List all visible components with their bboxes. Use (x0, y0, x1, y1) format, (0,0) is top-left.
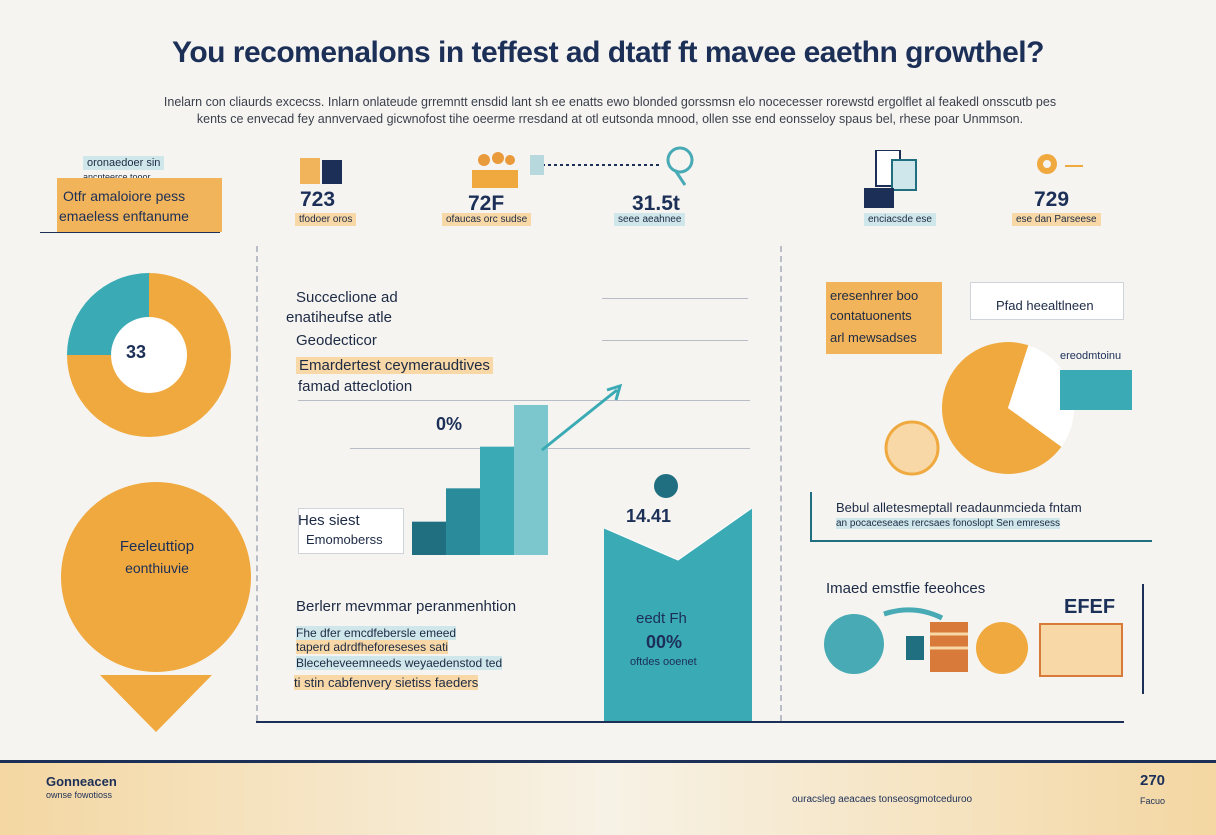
left-donut-chart (66, 272, 232, 438)
growth-arrow (541, 383, 623, 452)
footer-left-title: Gonneacen (46, 774, 117, 789)
right-pill-label: Pfad heealtlneen (996, 298, 1094, 313)
stat-1-rule (40, 232, 220, 233)
stat-6-caption: ese dan Parseese (1012, 213, 1101, 226)
clock-icon (884, 420, 940, 476)
stat-2-value: 723 (300, 188, 336, 211)
growth-bar-2 (446, 488, 480, 555)
percent-label: 0% (436, 414, 463, 434)
grid-2 (602, 340, 748, 341)
donut-hole (111, 317, 187, 393)
drop-pin-graphic (60, 480, 254, 740)
center-bottom-line-2: taperd adrdfheforeseses sati (296, 640, 449, 654)
right-bottom-heading: Imaed emstfie feeohces (826, 580, 986, 597)
stat-1-label-top: oronaedoer sin (83, 156, 165, 170)
center-bottom-line-1: Fhe dfer emcdfebersle emeed (296, 626, 457, 640)
right-box-line-2: contatuonents (830, 308, 912, 323)
teal-box-line-2: oftdes ooenet (630, 656, 697, 668)
stat-2-caption: tfodoer oros (295, 213, 357, 226)
center-heading-5: famad atteclotion (298, 378, 413, 395)
right-pie-chart (880, 340, 1160, 476)
right-pill (970, 282, 1124, 320)
growth-bar-3 (480, 446, 514, 555)
center-bottom-line-4: ti stin cabfenvery sietiss faeders (294, 675, 479, 690)
center-bottom-heading: Berlerr mevmmar peranmenhtion (296, 598, 517, 615)
growth-bar-1 (412, 521, 446, 555)
stat-1-label-sub: ancnteerce tooor (83, 172, 151, 182)
people-icon (470, 150, 520, 190)
building-icon-dark (322, 160, 342, 184)
right-box (826, 282, 942, 354)
side-label-box (298, 508, 404, 554)
pie-slice-orange (942, 342, 1062, 474)
center-heading-1: Succeclione ad (296, 289, 398, 306)
footer-bar (0, 760, 1216, 835)
intro-line-2: kents ce envecad fey annvervaed gicwnofo… (196, 112, 1024, 126)
right-chart-label: ereodmtoinu (1060, 350, 1122, 362)
footer-right-sub: Facuo (1140, 796, 1166, 806)
right-desc-line-1: Bebul alletesmeptall readaunmcieda fntam (836, 500, 1082, 515)
stat-card-1: oronaedoer sin ancnteerce tooor Otfr ama… (55, 152, 235, 232)
pie-slice-white (1008, 345, 1074, 447)
stat-3-value: 72F (468, 192, 505, 215)
grid-3 (350, 400, 750, 401)
growth-bar-chart (412, 380, 632, 555)
grid-1 (602, 298, 748, 299)
stat-1-highlight (57, 178, 222, 232)
right-desc-box (810, 492, 1152, 542)
teal-box-value: 14.41 (626, 506, 672, 526)
drop-line-1: Feeleuttiop (119, 538, 195, 555)
divider-right (780, 246, 782, 721)
center-bottom-line-3: Bleceheveemneeds weyaedenstod ted (296, 656, 503, 670)
drop-line-2: eonthiuvie (125, 560, 189, 576)
side-label-1: Hes siest (298, 512, 360, 529)
divider-left (256, 246, 258, 721)
center-heading-3: Geodecticor (296, 332, 377, 349)
growth-bar-4 (514, 405, 548, 555)
key-icon (1035, 152, 1085, 180)
stat-3-caption: ofaucas orc sudse (442, 213, 532, 226)
left-headline-2: emaeless enftanume (59, 208, 189, 224)
right-desc-line-2: an pocaceseaes rercsaes fonoslopt Sen em… (836, 518, 1061, 529)
left-headline-1: Otfr amaloiore pess (63, 188, 186, 204)
baseline (256, 721, 1124, 723)
stat-4-value: 31.5t (632, 192, 680, 215)
intro-text: Inelarn con cliaurds excecss. Inlarn onl… (70, 94, 1150, 128)
center-heading-4: Emardertest ceymeraudtives (296, 357, 493, 374)
right-box-line-1: eresenhrer boo (830, 288, 919, 303)
side-label-2: Emomoberss (306, 532, 383, 547)
donut-value: 33 (126, 342, 147, 362)
footer-center-text: ouracsleg aeacaes tonseosgmotceduroo (792, 794, 973, 805)
footer-left-sub: ownse fowotioss (46, 790, 113, 800)
center-heading-2: enatiheufse atle (286, 309, 392, 326)
stat-4-caption: seee aeahnee (614, 213, 686, 226)
footer-right-num: 270 (1140, 772, 1166, 789)
right-badge: EFEF (1064, 596, 1116, 618)
grid-4 (350, 448, 750, 449)
document-icon (862, 149, 922, 208)
stat-6-value: 729 (1034, 188, 1070, 211)
intro-line-1: Inelarn con cliaurds excecss. Inlarn onl… (163, 95, 1057, 109)
teal-tag-icon (1060, 370, 1132, 410)
teal-box-dot (654, 474, 678, 498)
page-title: You recomenalons in teffest ad dtatf ft … (172, 36, 1044, 69)
teal-box-pct: 00% (646, 632, 683, 652)
teal-highlight-box (603, 507, 753, 721)
right-box-line-3: arl mewsadses (830, 330, 917, 345)
right-bottom-icons (824, 604, 1134, 684)
teal-box-line-1: eedt Fh (636, 610, 687, 627)
building-icon (300, 158, 320, 184)
stat-5-caption: enciacsde ese (864, 213, 936, 226)
right-axis (1142, 584, 1144, 694)
trend-line-icon (530, 145, 700, 190)
